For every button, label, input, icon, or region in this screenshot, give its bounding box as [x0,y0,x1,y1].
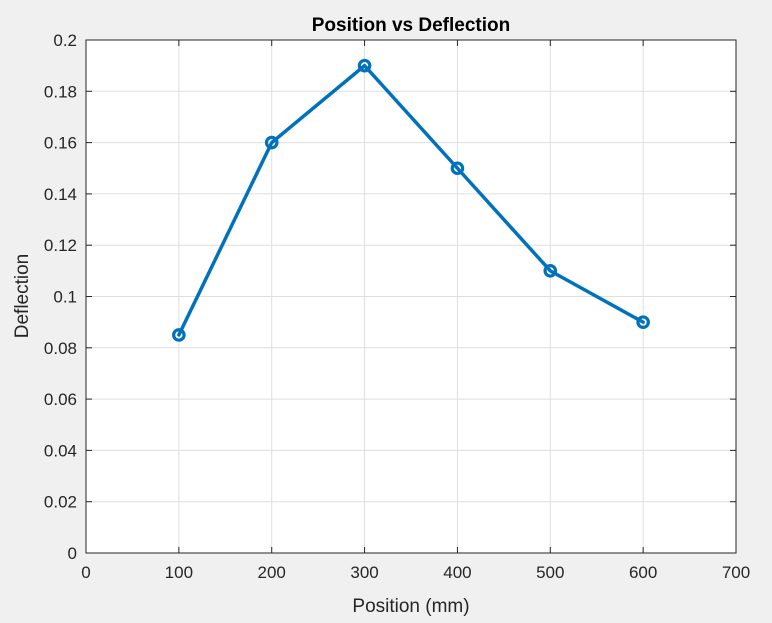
y-tick-label: 0.18 [44,82,77,101]
y-tick-label: 0.16 [44,134,77,153]
x-tick-label: 400 [443,563,471,582]
y-tick-label: 0.12 [44,236,77,255]
y-tick-label: 0.06 [44,390,77,409]
x-tick-label: 300 [350,563,378,582]
data-point-marker [636,315,650,329]
chart-title: Position vs Deflection [312,15,510,36]
x-tick-label: 100 [165,563,193,582]
y-tick-label: 0.1 [53,288,77,307]
y-tick-label: 0.02 [44,493,77,512]
y-tick-label: 0.08 [44,339,77,358]
data-point-marker [172,328,186,342]
x-tick-label: 200 [258,563,286,582]
y-tick-label: 0.04 [44,441,77,460]
y-tick-label: 0.2 [53,31,77,50]
ticks: 0 100 200 300 400 500 600 700 0 0.02 0.04 0.06 0.08 0… [44,31,750,582]
data-point-marker [450,161,465,176]
x-tick-label: 500 [536,563,564,582]
y-tick-label: 0 [68,544,77,563]
x-axis-label: Position (mm) [352,596,469,617]
x-tick-label: 600 [629,563,657,582]
data-series [172,58,650,342]
data-point-marker [264,135,279,150]
x-tick-label: 700 [722,563,750,582]
x-tick-label: 0 [81,563,90,582]
data-point-marker [543,264,558,278]
series-line [177,63,645,337]
y-tick-label: 0.14 [44,185,77,204]
y-axis-label: Deflection [12,254,33,339]
data-point-marker [357,58,372,73]
